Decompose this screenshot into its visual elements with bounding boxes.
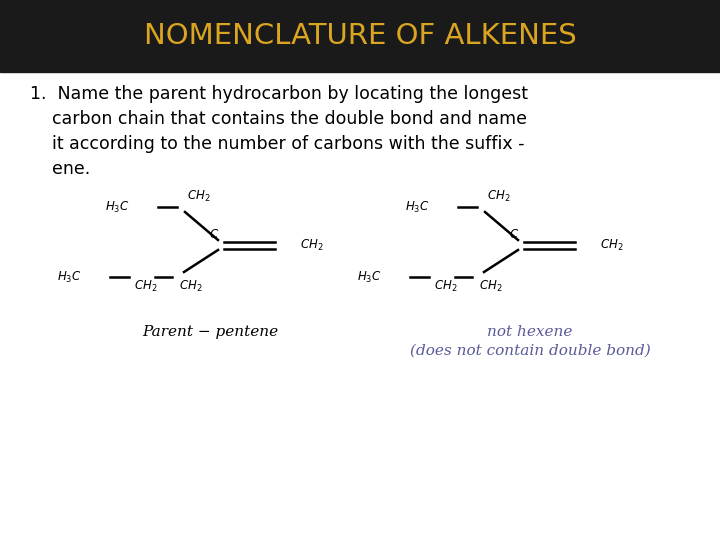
Text: $H_3C$: $H_3C$	[357, 269, 382, 285]
Bar	[0, 0, 720, 72]
Text: $CH_2$: $CH_2$	[187, 189, 210, 204]
Text: $H_3C$: $H_3C$	[105, 199, 130, 214]
Text: $C$: $C$	[509, 228, 519, 241]
Text: $CH_2$: $CH_2$	[300, 238, 323, 253]
Text: 1.  Name the parent hydrocarbon by locating the longest
    carbon chain that co: 1. Name the parent hydrocarbon by locati…	[30, 85, 528, 178]
Text: $CH_2$: $CH_2$	[134, 279, 158, 294]
Text: $CH_2$: $CH_2$	[480, 279, 503, 294]
Text: Parent − pentene: Parent − pentene	[142, 325, 278, 339]
Text: $CH_2$: $CH_2$	[487, 189, 510, 204]
Text: $CH_2$: $CH_2$	[179, 279, 203, 294]
Text: $C$: $C$	[209, 228, 219, 241]
Text: not hexene
(does not contain double bond): not hexene (does not contain double bond…	[410, 325, 650, 357]
Text: $H_3C$: $H_3C$	[405, 199, 430, 214]
Text: NOMENCLATURE OF ALKENES: NOMENCLATURE OF ALKENES	[143, 22, 577, 50]
Text: $CH_2$: $CH_2$	[434, 279, 458, 294]
Text: $CH_2$: $CH_2$	[600, 238, 624, 253]
Text: $H_3C$: $H_3C$	[58, 269, 82, 285]
